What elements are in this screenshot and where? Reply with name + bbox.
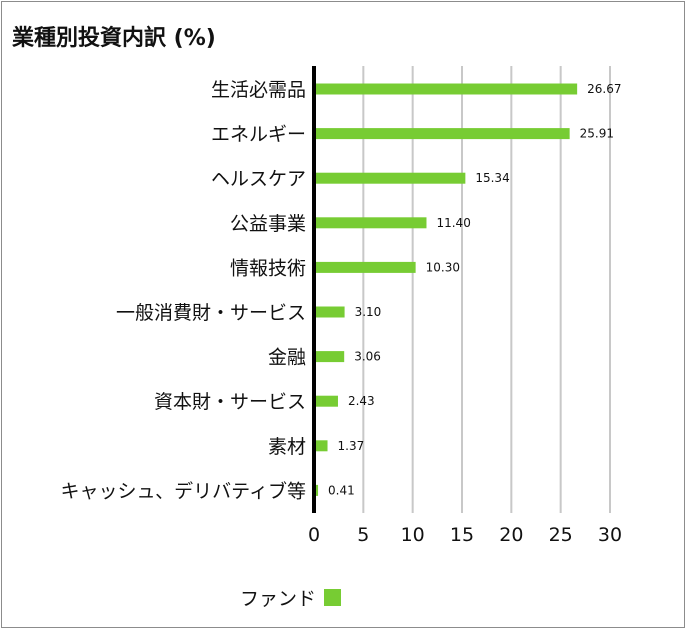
x-tick-label: 0 <box>308 524 320 546</box>
legend-swatch <box>324 589 342 606</box>
value-label: 10.30 <box>426 260 460 274</box>
bars <box>314 83 578 496</box>
value-label: 11.40 <box>436 216 470 230</box>
x-tick-label: 15 <box>450 524 474 546</box>
bar <box>314 83 578 95</box>
bar <box>314 172 466 184</box>
category-label: 金融 <box>268 347 306 369</box>
gridlines <box>362 66 611 513</box>
bar <box>314 217 427 229</box>
category-label: 一般消費財・サービス <box>116 302 306 324</box>
bar <box>314 395 338 407</box>
category-label: 情報技術 <box>230 257 306 279</box>
value-label: 0.41 <box>328 483 355 497</box>
category-label: 生活必需品 <box>211 79 306 101</box>
x-tick-label: 20 <box>499 524 523 546</box>
category-labels: 生活必需品エネルギーヘルスケア公益事業情報技術一般消費財・サービス金融資本財・サ… <box>61 79 306 502</box>
value-label: 1.37 <box>338 439 365 453</box>
category-label: 資本財・サービス <box>154 391 306 413</box>
bar <box>314 484 319 496</box>
category-label: ヘルスケア <box>211 168 306 190</box>
value-label: 3.10 <box>355 305 382 319</box>
legend: ファンド <box>240 584 342 611</box>
value-label: 25.91 <box>580 127 614 141</box>
category-label: 素材 <box>268 436 306 458</box>
bar <box>314 351 345 363</box>
value-label: 2.43 <box>348 394 375 408</box>
bar <box>314 440 328 452</box>
category-label: 公益事業 <box>230 213 306 235</box>
bar <box>314 306 345 318</box>
legend-label: ファンド <box>240 588 317 610</box>
bar <box>314 128 570 140</box>
value-label: 3.06 <box>354 350 381 364</box>
x-tick-label: 30 <box>598 524 622 546</box>
category-label: キャッシュ、デリバティブ等 <box>61 479 306 502</box>
x-tick-labels: 0 5 10 15 20 25 30 <box>308 524 622 546</box>
bar <box>314 261 416 273</box>
value-label: 15.34 <box>475 171 509 185</box>
x-tick-label: 25 <box>549 524 573 546</box>
category-label: エネルギー <box>211 124 306 146</box>
value-label: 26.67 <box>587 82 621 96</box>
chart-title: 業種別投資内訳 (%) <box>12 26 216 51</box>
x-tick-label: 10 <box>401 524 425 546</box>
x-tick-label: 5 <box>357 524 369 546</box>
value-labels: 26.67 25.91 15.34 11.40 10.30 3.10 3.06 2.43 1.3… <box>328 82 621 497</box>
